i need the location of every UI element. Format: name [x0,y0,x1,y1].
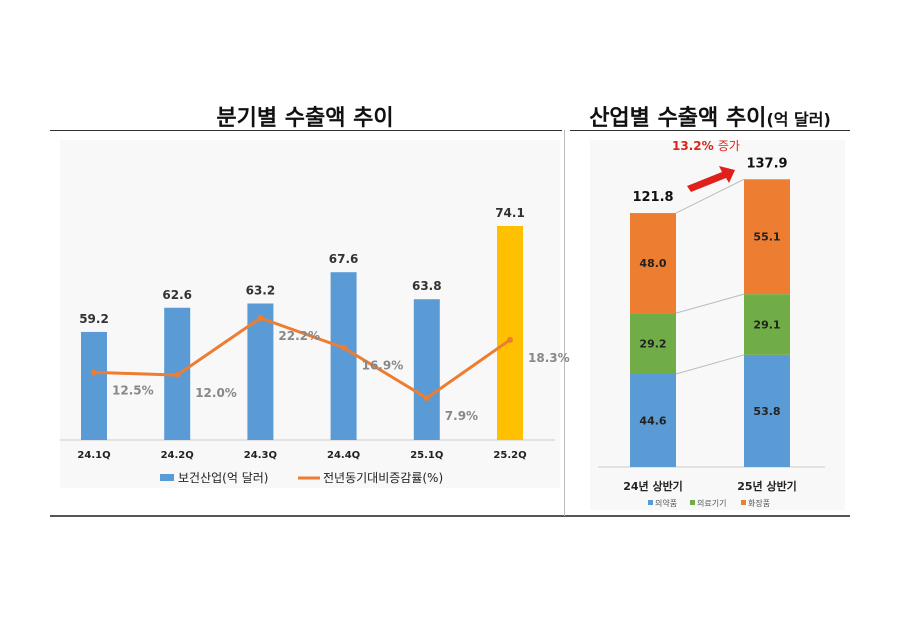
legend-swatch-의료기기 [690,500,695,505]
stack-의약품 [630,374,676,467]
x-tick-label: 25.1Q [410,450,443,461]
legend-swatch-의약품 [648,500,653,505]
legend-label: 의약품 [655,498,677,508]
x-tick-label: 25.2Q [493,450,526,461]
increase-annotation: 13.2% 증가 [672,139,740,153]
connector-line [675,293,745,314]
bottom-rule [50,515,850,517]
bar-24.3Q [247,303,274,440]
bar-label: 67.6 [329,252,359,266]
legend-bar-swatch [160,474,174,481]
x-tick-label: 24.2Q [161,450,194,461]
right-title-text: 산업별 수출액 추이 [589,106,767,131]
total-label: 137.9 [746,156,787,171]
x-tick-label: 24.4Q [327,450,360,461]
stack-의료기기 [630,313,676,375]
bar-25.2Q [497,225,523,440]
stack-의약품 [744,354,790,467]
bar-label: 63.8 [412,279,442,293]
increase-value: 13.2% [672,139,718,153]
bar-label: 59.2 [79,312,109,326]
bar-label: 62.6 [162,288,192,302]
legend-label: 화장품 [748,498,770,508]
total-label: 121.8 [632,190,673,205]
segment-label: 44.6 [639,415,666,428]
right-title-rule [570,130,850,131]
connector-line [675,354,745,375]
segment-label: 29.1 [753,318,780,331]
segment-label: 53.8 [753,405,780,418]
line-label: 22.2% [278,329,320,343]
line-label: 7.9% [445,409,478,423]
growth-rate-line [93,316,511,400]
bar-label: 63.2 [246,283,276,297]
segment-label: 55.1 [753,231,780,244]
connector-line [675,178,745,214]
right-chart-title: 산업별 수출액 추이(억 달러) [572,100,848,132]
line-label: 12.5% [112,383,154,397]
bar-25.1Q [413,299,440,440]
segment-label: 48.0 [639,257,666,270]
segment-label: 29.2 [639,338,666,351]
bar-label: 74.1 [495,206,525,220]
increase-text: 증가 [718,139,740,153]
legend-swatch-화장품 [741,500,746,505]
line-point [340,344,347,351]
stack-화장품 [630,213,676,314]
line-point [174,372,181,379]
bar-24.1Q [81,331,107,440]
legend-bar-label: 보건산업(억 달러) [178,471,268,485]
x-tick-label: 24.1Q [77,450,110,461]
line-point [91,369,97,376]
divider [564,130,565,516]
category-label: 25년 상반기 [737,479,797,493]
category-label: 24년 상반기 [623,479,683,493]
legend-label: 의료기기 [697,498,726,508]
left-title-rule [50,130,562,131]
left-plot-bg [60,140,560,488]
increase-arrow-icon [687,166,735,192]
bar-24.4Q [330,272,357,440]
right-plot-bg [590,140,845,510]
line-point [507,336,513,343]
line-point [423,395,430,402]
line-label: 16.9% [362,359,404,373]
line-label: 12.0% [195,386,237,400]
stack-의료기기 [744,294,790,355]
left-chart-title: 분기별 수출액 추이 [216,106,394,131]
legend-line-label: 전년동기대비증감률(%) [323,471,443,485]
x-tick-label: 24.3Q [244,450,277,461]
stack-화장품 [744,179,790,295]
line-label: 18.3% [528,351,570,365]
right-title-unit: (억 달러) [766,110,831,129]
line-point [257,315,264,321]
